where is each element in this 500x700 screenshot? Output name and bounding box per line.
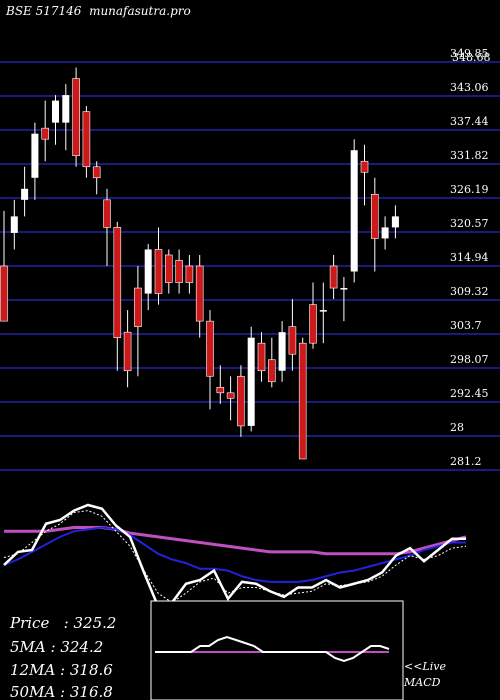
- ma-mid-line: [3, 526, 466, 583]
- candle-up: [10, 216, 18, 233]
- exchange-code: BSE 517146: [6, 4, 82, 18]
- price-value: 325.2: [73, 614, 117, 632]
- candle-down: [175, 260, 183, 283]
- macd-live-label: <<Live: [404, 660, 446, 673]
- candle-down: [41, 127, 50, 140]
- price-label: 331.82: [450, 149, 489, 162]
- candle-down: [257, 342, 266, 372]
- price-label: 326.19: [450, 183, 489, 196]
- macd-panel: [150, 600, 404, 700]
- candle-down: [195, 265, 204, 322]
- candle-down: [298, 342, 307, 460]
- price-label: 320.57: [450, 217, 489, 230]
- candle-up: [319, 310, 327, 312]
- ma-dotted-line: [3, 510, 467, 604]
- candle-down: [123, 331, 132, 372]
- price-label: Price :: [10, 614, 69, 632]
- price-axis-labels: 349.85 343.06 337.44 331.82 326.19 320.57 314.…: [450, 47, 491, 468]
- chart-header: BSE 517146 munafasutra.pro: [6, 4, 191, 18]
- price-label: 28: [450, 421, 464, 434]
- candle-down: [113, 227, 122, 338]
- candle-down: [309, 304, 317, 344]
- candles: [0, 67, 399, 460]
- price-label: 314.94: [450, 251, 489, 264]
- ma50-label: 50MA :: [10, 683, 66, 700]
- price-label: 292.45: [450, 387, 489, 400]
- price-label: 281.2: [450, 455, 482, 468]
- candle-down: [82, 111, 91, 168]
- site-name: munafasutra.pro: [89, 4, 191, 18]
- moving-average-lines: [3, 503, 467, 608]
- price-label: 298.07: [450, 353, 489, 366]
- candle-down: [267, 359, 276, 383]
- ma12-stat: 12MA : 318.6: [10, 661, 113, 679]
- candle-down: [103, 199, 111, 228]
- candle-down: [206, 320, 214, 377]
- candle-down: [329, 265, 338, 289]
- macd-title-label: MACD: [404, 676, 441, 689]
- ma50-value: 316.8: [69, 683, 113, 700]
- price-stat: Price : 325.2: [10, 614, 116, 632]
- price-label: 337.44: [450, 115, 489, 128]
- price-label: 349.85: [450, 47, 489, 60]
- ma5-stat: 5MA : 324.2: [10, 638, 103, 656]
- candle-up: [381, 227, 389, 239]
- ma50-stat: 50MA : 316.8: [10, 683, 113, 700]
- candle-down: [72, 78, 80, 157]
- candle-down: [165, 254, 173, 283]
- ma5-label: 5MA :: [10, 638, 56, 656]
- candle-up: [31, 133, 39, 178]
- price-label: 309.32: [450, 285, 489, 298]
- candle-down: [134, 287, 142, 327]
- candle-down: [185, 265, 194, 283]
- ma5-value: 324.2: [60, 638, 104, 656]
- candle-up: [350, 150, 358, 272]
- candle-up: [391, 216, 399, 228]
- candle-up: [278, 332, 286, 371]
- candle-up: [21, 188, 29, 200]
- candle-down: [370, 194, 379, 239]
- price-label: 303.7: [450, 319, 482, 332]
- candle-up: [340, 288, 348, 290]
- candle-down: [0, 265, 8, 322]
- candle-up: [247, 337, 255, 426]
- price-grid: [0, 61, 500, 471]
- macd-line: [155, 635, 390, 663]
- price-label: 343.06: [450, 81, 489, 94]
- candle-down: [360, 160, 369, 173]
- candle-up: [52, 100, 59, 123]
- candle-down: [92, 166, 101, 179]
- ma-fast-line: [3, 503, 466, 608]
- candle-down: [216, 386, 225, 394]
- candle-down: [226, 392, 235, 399]
- candle-up: [144, 249, 152, 294]
- candle-up: [62, 95, 70, 123]
- candle-down: [288, 326, 297, 355]
- candle-down: [237, 375, 245, 427]
- price-label-overlap: 348.68: [452, 51, 491, 64]
- ma12-value: 318.6: [69, 661, 113, 679]
- ma12-label: 12MA :: [10, 661, 66, 679]
- ma-slow-line: [4, 526, 467, 556]
- candle-down: [154, 249, 163, 294]
